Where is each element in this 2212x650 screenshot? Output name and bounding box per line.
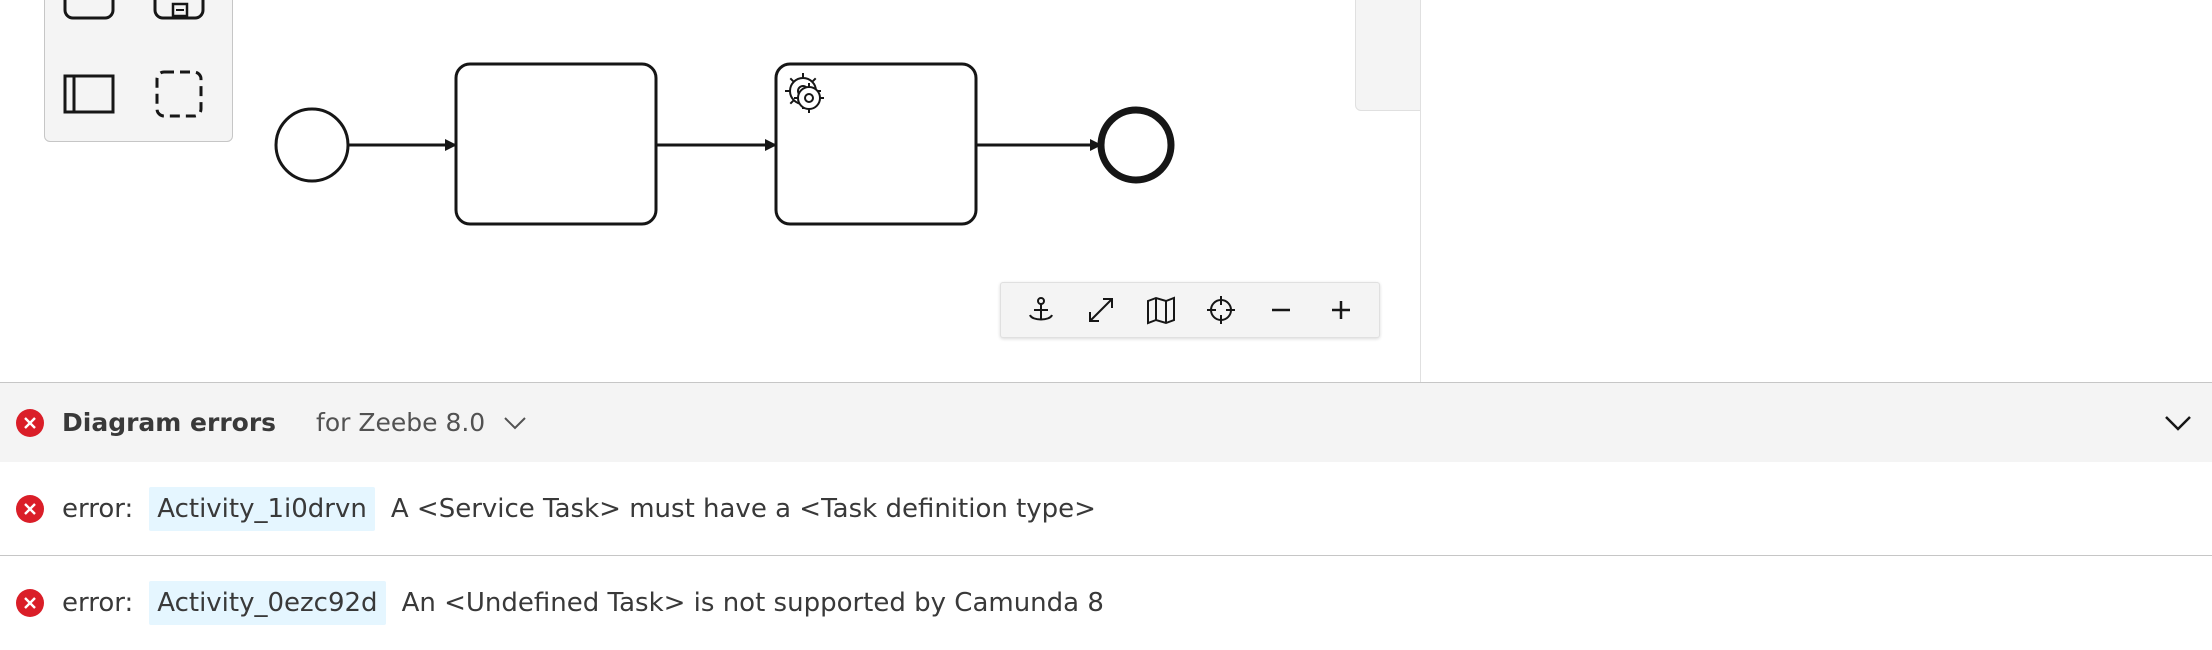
errors-header: Diagram errors for Zeebe 8.0 <box>0 383 2212 462</box>
chevron-down-icon <box>2165 416 2191 431</box>
diagram-errors-panel: Diagram errors for Zeebe 8.0 error: Acti… <box>0 382 2212 647</box>
element-id-link[interactable]: Activity_1i0drvn <box>149 486 375 531</box>
start-event[interactable] <box>274 107 350 183</box>
anchor-icon[interactable] <box>1011 282 1071 338</box>
canvas-controls <box>1000 282 1380 338</box>
zoom-in-icon[interactable] <box>1311 282 1371 338</box>
error-icon <box>16 494 44 523</box>
fullscreen-icon[interactable] <box>1071 282 1131 338</box>
error-icon <box>16 408 44 437</box>
collapse-panel-button[interactable] <box>2160 405 2196 441</box>
group-tool-icon[interactable] <box>152 67 206 121</box>
bpmn-canvas[interactable] <box>0 0 1421 382</box>
error-icon <box>16 589 44 617</box>
properties-panel <box>1420 0 2212 382</box>
process-diagram <box>274 62 1175 226</box>
error-message: A <Service Task> must have a <Task defin… <box>390 493 1096 524</box>
reset-view-icon[interactable] <box>1191 282 1251 338</box>
minimap-icon[interactable] <box>1131 282 1191 338</box>
error-message: An <Undefined Task> is not supported by … <box>401 588 1104 618</box>
tool-palette <box>44 0 233 142</box>
engine-version-label: for Zeebe 8.0 <box>316 408 486 437</box>
chevron-down-icon <box>504 416 526 429</box>
properties-panel-tab[interactable] <box>1355 0 1421 111</box>
zoom-out-icon[interactable] <box>1251 282 1311 338</box>
end-event[interactable] <box>1097 106 1175 184</box>
service-task[interactable] <box>774 62 978 226</box>
gear-icon <box>785 73 824 113</box>
error-row: error: Activity_0ezc92d An <Undefined Ta… <box>0 556 2212 650</box>
subprocess-tool-icon[interactable] <box>152 0 206 42</box>
task-tool-icon[interactable] <box>62 0 116 42</box>
task[interactable] <box>454 62 658 226</box>
error-row: error: Activity_1i0drvn A <Service Task>… <box>0 462 2212 556</box>
error-label: error: <box>62 588 134 618</box>
engine-version-dropdown[interactable]: for Zeebe 8.0 <box>316 408 527 437</box>
error-label: error: <box>62 493 134 524</box>
errors-title: Diagram errors <box>62 408 277 437</box>
element-id-link[interactable]: Activity_0ezc92d <box>149 581 386 625</box>
pool-tool-icon[interactable] <box>62 67 116 121</box>
